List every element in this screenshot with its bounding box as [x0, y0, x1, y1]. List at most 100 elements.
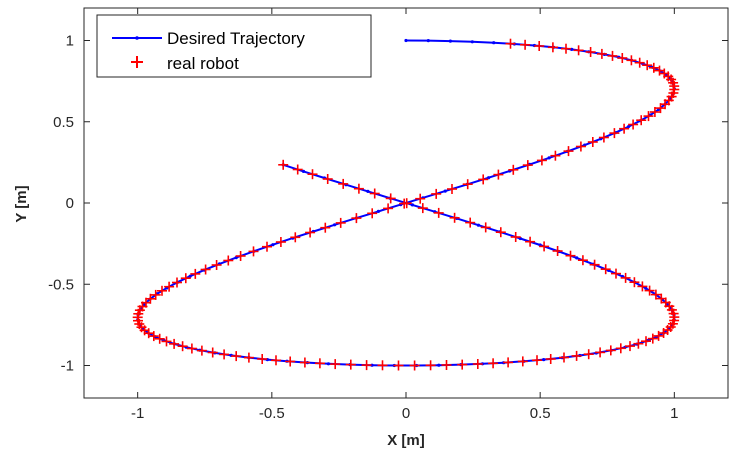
real-robot-point	[575, 141, 586, 152]
real-robot-point	[648, 62, 659, 73]
real-robot-point	[154, 333, 165, 344]
real-robot-point	[620, 272, 631, 283]
real-robot-point	[351, 213, 362, 224]
real-robot-point	[625, 341, 635, 352]
real-robot-point	[600, 264, 611, 275]
real-robot-point	[605, 345, 616, 356]
desired-trajectory-point	[644, 286, 648, 290]
real-robot-point	[190, 268, 201, 279]
real-robot-point	[550, 150, 561, 161]
desired-trajectory-point	[333, 223, 337, 227]
desired-trajectory-point	[271, 243, 275, 247]
real-robot-point	[561, 43, 571, 54]
x-tick-label: 0	[402, 405, 410, 422]
real-robot-point	[335, 217, 346, 228]
real-robot-point	[644, 285, 655, 296]
x-tick-label: 1	[670, 405, 678, 422]
real-robot-point	[157, 285, 167, 296]
y-tick-label: -0.5	[48, 276, 74, 293]
real-robot-point	[447, 184, 457, 194]
real-robot-point	[377, 360, 388, 371]
desired-trajectory-point	[188, 274, 192, 278]
real-robot-point	[565, 250, 576, 261]
legend-box	[96, 14, 372, 78]
real-robot-point	[148, 331, 159, 342]
desired-trajectory-point	[492, 41, 496, 45]
real-robot-point	[532, 355, 542, 366]
x-axis-label: X [m]	[387, 432, 425, 449]
legend-desired-marker	[135, 36, 139, 40]
real-robot-point	[472, 359, 483, 369]
real-robot-point	[480, 222, 491, 233]
real-robot-point	[285, 356, 296, 367]
real-robot-point	[196, 345, 207, 356]
real-robot-point	[596, 48, 607, 59]
real-robot-point	[615, 343, 626, 354]
real-robot-point	[211, 260, 222, 270]
real-robot-point	[462, 179, 473, 190]
real-robot-point	[425, 360, 436, 371]
real-robot-point	[643, 111, 654, 122]
real-robot-point	[345, 359, 356, 370]
real-robot-point	[585, 47, 596, 57]
legend-real-marker	[131, 56, 143, 68]
real-robot-point	[169, 338, 180, 349]
real-robot-point	[510, 232, 521, 242]
desired-trajectory-point	[476, 223, 481, 227]
real-robot-point	[320, 222, 331, 233]
desired-trajectory-point	[426, 39, 430, 43]
real-robot-point	[573, 45, 584, 56]
real-robot-point	[633, 338, 644, 349]
real-robot-point	[385, 193, 396, 204]
real-robot-point	[563, 146, 574, 157]
real-robot-point	[629, 277, 640, 288]
real-robot-point	[587, 137, 598, 147]
real-robot-point	[177, 341, 188, 352]
desired-trajectory-point	[487, 176, 491, 180]
real-robot-point	[417, 203, 428, 214]
real-robot-point	[457, 359, 468, 370]
real-robot-point	[271, 355, 281, 366]
real-robot-point	[577, 255, 588, 266]
real-robot-point	[508, 164, 519, 175]
desired-trajectory-point	[437, 363, 441, 367]
real-robot-point	[465, 217, 476, 228]
y-tick-label: -1	[61, 358, 74, 375]
real-robot-point	[353, 183, 364, 194]
y-tick-label: 0.5	[53, 114, 74, 131]
real-robot-point	[231, 351, 242, 362]
real-robot-point	[180, 273, 191, 284]
real-robot-point	[401, 198, 412, 209]
real-robot-point	[478, 174, 489, 185]
real-robot-point	[223, 255, 234, 266]
desired-trajectory-point	[542, 358, 546, 362]
real-robot-point	[598, 132, 609, 143]
real-robot-point	[637, 281, 648, 292]
real-robot-point	[243, 352, 254, 363]
real-robot-point	[655, 103, 666, 114]
real-robot-point	[161, 336, 172, 347]
y-tick-label: 1	[66, 33, 74, 50]
real-robot-point	[257, 354, 268, 364]
real-robot-point	[143, 328, 154, 339]
real-robot-point	[278, 159, 289, 170]
real-robot-point	[619, 123, 630, 134]
desired-trajectory-point	[547, 156, 551, 160]
real-robot-point	[583, 349, 594, 360]
desired-trajectory-point	[470, 40, 474, 44]
real-robot-point	[322, 174, 333, 184]
real-robot-point	[611, 268, 621, 279]
real-robot-point	[626, 55, 637, 66]
desired-trajectory-point	[448, 39, 452, 43]
real-robot-point	[656, 293, 667, 304]
real-robot-point	[393, 360, 404, 371]
real-robot-point	[589, 259, 600, 270]
tick-layer: -1 -0.5 0 0.5 1 -1 -0.5 0 0.5 1	[48, 8, 728, 422]
real-robot-point	[449, 212, 460, 223]
real-robot-point	[248, 246, 259, 257]
series-real-robot	[132, 38, 680, 371]
real-robot-point	[525, 236, 536, 247]
real-robot-point	[650, 289, 661, 300]
real-robot-point	[628, 119, 639, 130]
real-robot-point	[505, 38, 516, 49]
